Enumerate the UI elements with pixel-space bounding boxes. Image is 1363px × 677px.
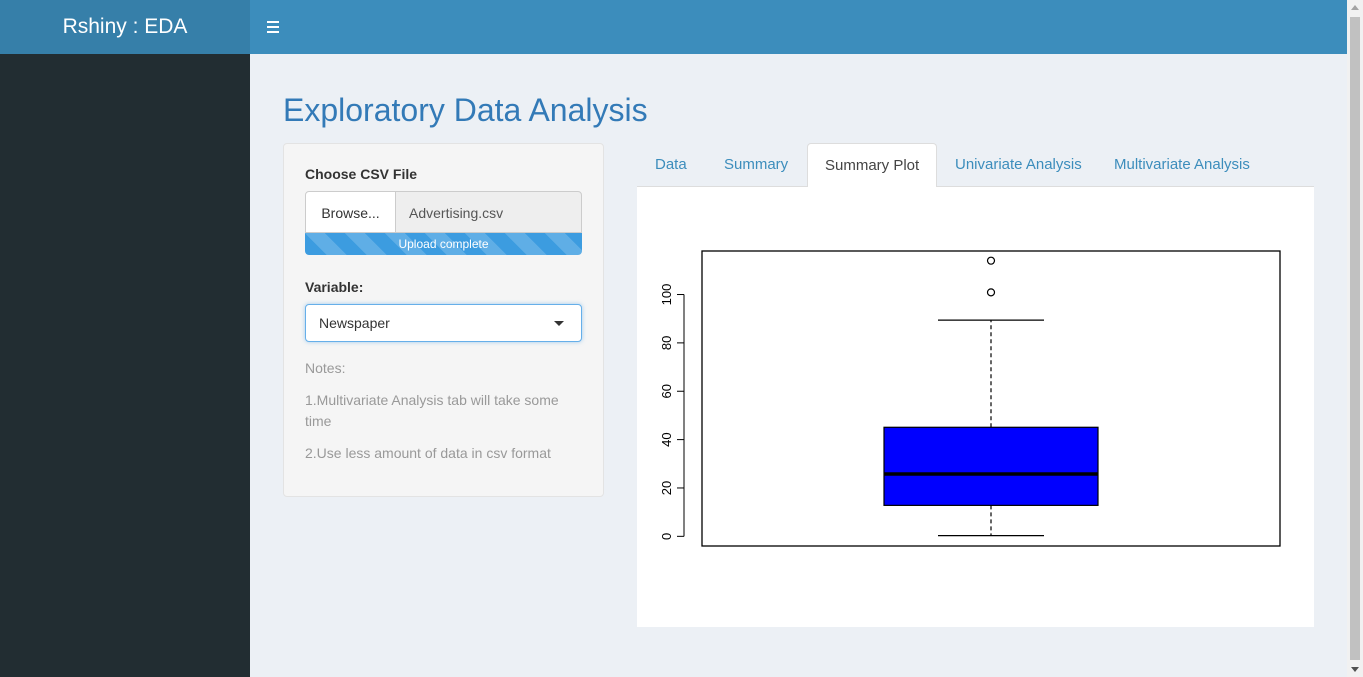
file-input-label: Choose CSV File xyxy=(305,166,418,182)
variable-select-value: Newspaper xyxy=(319,315,390,331)
note-2: 2.Use less amount of data in csv format xyxy=(305,445,551,461)
plot-frame xyxy=(701,250,1281,547)
scroll-up-arrow-icon[interactable] xyxy=(1347,0,1363,16)
plot-area: 0 20 40 60 80 100 xyxy=(637,187,1314,627)
tab-data[interactable]: Data xyxy=(655,156,687,173)
y-tick-label: 100 xyxy=(659,284,674,306)
tab-summary[interactable]: Summary xyxy=(724,156,789,173)
boxplot-chart: 0 20 40 60 80 100 xyxy=(659,250,1281,547)
variable-label: Variable: xyxy=(305,279,364,295)
outlier-point xyxy=(986,256,996,265)
chevron-down-icon xyxy=(554,321,564,326)
page-title: Exploratory Data Analysis xyxy=(283,92,648,128)
hamburger-icon[interactable] xyxy=(262,17,284,37)
y-tick-label: 40 xyxy=(659,432,674,446)
note-1: 1.Multivariate Analysis tab will take so… xyxy=(305,392,559,429)
y-tick-label: 80 xyxy=(659,336,674,350)
app-logo[interactable]: Rshiny : EDA xyxy=(0,0,250,54)
outlier-point xyxy=(986,288,996,297)
tab-univariate-analysis[interactable]: Univariate Analysis xyxy=(955,156,1082,173)
scroll-thumb[interactable] xyxy=(1350,17,1360,660)
scroll-down-arrow-icon[interactable] xyxy=(1347,661,1363,677)
y-tick-label: 20 xyxy=(659,481,674,495)
notes-title: Notes: xyxy=(305,360,346,376)
vertical-scrollbar[interactable] xyxy=(1347,0,1363,677)
y-tick-label: 60 xyxy=(659,384,674,398)
top-navbar: Rshiny : EDA xyxy=(0,0,1347,54)
upload-status: Upload complete xyxy=(398,237,489,251)
browse-button[interactable]: Browse... xyxy=(305,191,396,233)
tab-multivariate-analysis[interactable]: Multivariate Analysis xyxy=(1114,156,1250,173)
tab-bar: Data Summary Summary Plot Univariate Ana… xyxy=(637,143,1314,188)
tab-summary-plot[interactable]: Summary Plot xyxy=(807,143,938,188)
iqr-box xyxy=(883,426,1099,506)
upload-progress-bar: Upload complete xyxy=(305,233,582,255)
sidebar xyxy=(0,54,250,677)
file-name-field[interactable]: Advertising.csv xyxy=(395,191,582,233)
y-tick-label: 0 xyxy=(659,533,674,540)
variable-select[interactable]: Newspaper xyxy=(305,304,582,342)
